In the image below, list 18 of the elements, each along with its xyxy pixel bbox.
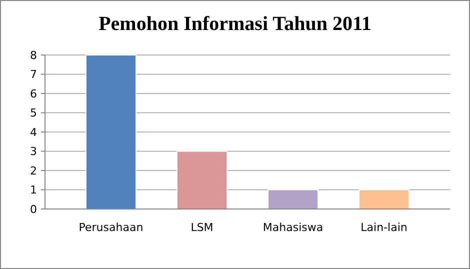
bar [267, 189, 319, 210]
y-tick-label: 0 [30, 202, 37, 216]
chart-title: Pemohon Informasi Tahun 2011 [98, 13, 372, 35]
y-tick-label: 5 [30, 106, 37, 120]
y-tick-label: 1 [30, 184, 37, 197]
bar [85, 54, 137, 210]
x-tick-label: LSM [190, 221, 214, 234]
y-tick-label: 7 [30, 68, 37, 82]
x-tick-label: Perusahaan [78, 221, 144, 234]
y-tick-label: 3 [30, 145, 37, 158]
x-tick-label: Lain-lain [360, 221, 408, 234]
y-tick-label: 6 [30, 87, 37, 100]
x-tick-label: Mahasiswa [262, 221, 324, 234]
y-tick-label: 2 [30, 164, 37, 178]
y-tick-label: 4 [30, 126, 37, 139]
y-tick-label: 8 [30, 48, 37, 62]
bar [358, 189, 410, 210]
bar [176, 150, 228, 210]
